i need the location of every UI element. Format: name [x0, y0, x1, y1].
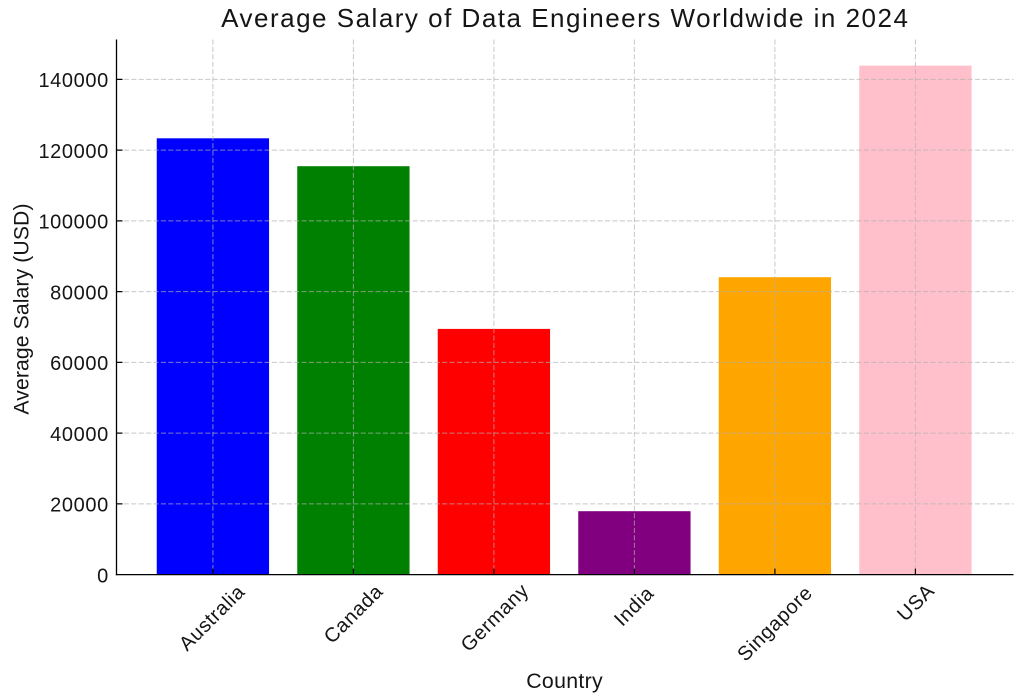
svg-text:60000: 60000	[50, 353, 109, 375]
svg-text:20000: 20000	[50, 495, 109, 517]
svg-text:0: 0	[97, 565, 109, 587]
svg-text:40000: 40000	[50, 424, 109, 446]
svg-text:Country: Country	[526, 669, 603, 693]
svg-text:140000: 140000	[38, 70, 108, 92]
svg-text:Average Salary of Data Enginee: Average Salary of Data Engineers Worldwi…	[221, 3, 909, 33]
svg-text:80000: 80000	[50, 282, 109, 304]
svg-text:100000: 100000	[38, 212, 108, 234]
svg-text:Average Salary (USD): Average Salary (USD)	[11, 203, 34, 414]
svg-text:120000: 120000	[38, 141, 108, 163]
